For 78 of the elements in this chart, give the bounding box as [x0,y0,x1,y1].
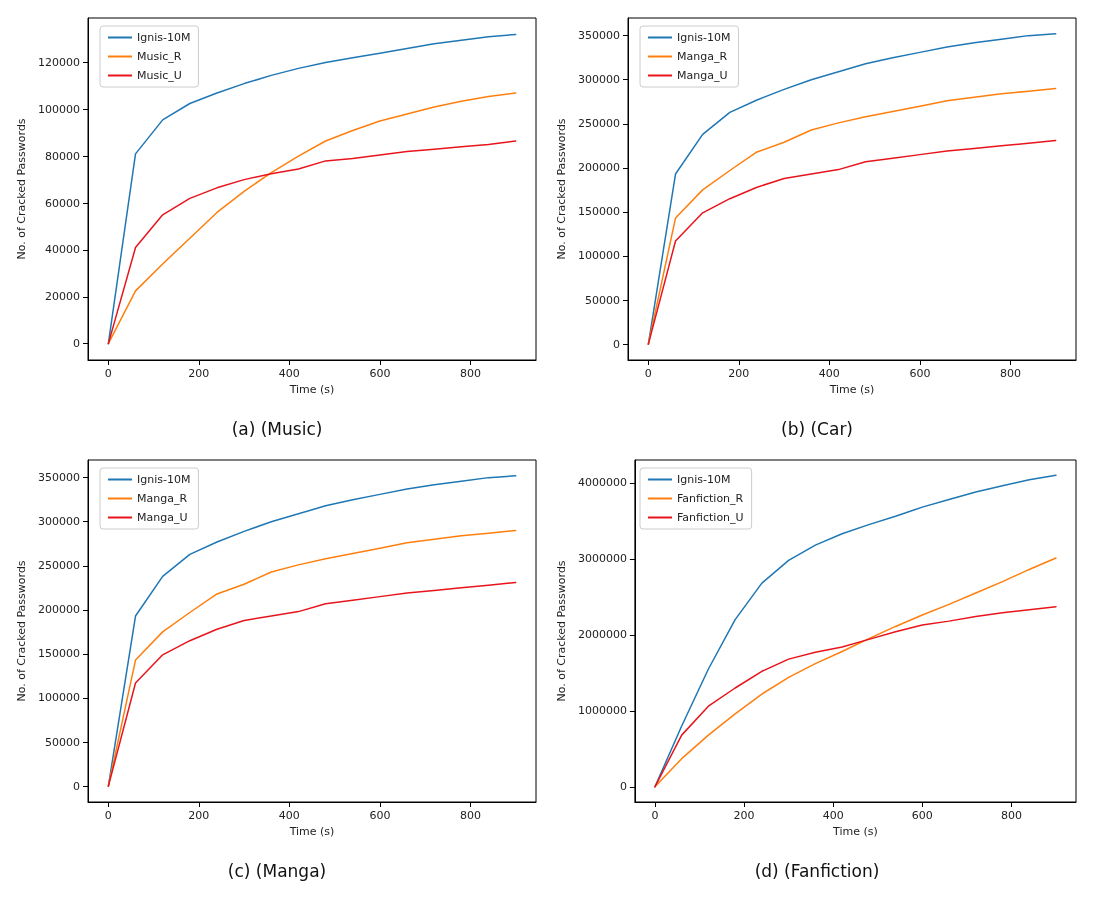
y-tick-label: 300000 [578,73,620,87]
y-tick-label: 3000000 [577,552,627,566]
legend-label: Ignis-10M [137,31,191,44]
legend-label: Manga_R [677,50,728,63]
x-axis-title: Time (s) [288,382,335,396]
x-tick-label: 400 [278,367,300,380]
line-series [107,140,517,345]
y-tick-label: 1000000 [577,704,627,718]
text: (d) (Fanfiction) [754,860,880,881]
line-series [107,92,517,345]
text: (c) (Manga) [227,860,327,881]
text: (b) (Car) [780,418,854,439]
y-axis-title: No. of Cracked Passwords [555,118,569,260]
y-tick-label: 100000 [38,691,80,705]
x-tick-label: 600 [911,809,933,822]
legend-label: Ignis-10M [677,473,731,486]
y-tick-label: 120000 [38,56,80,70]
x-tick-label: 200 [188,809,210,822]
x-tick-label: 0 [104,809,112,822]
y-tick-label: 60000 [45,196,80,210]
y-axis-title: No. of Cracked Passwords [555,560,568,702]
y-tick-label: 350000 [578,29,620,43]
legend-label: Ignis-10M [677,31,731,44]
y-axis-title: No. of Cracked Passwords [15,118,29,260]
x-tick-label: 600 [369,809,391,822]
text: (a) (Music) [231,418,323,439]
line-series [107,581,517,787]
legend-label: Music_U [137,69,182,82]
y-tick-label: 250000 [578,117,620,131]
x-tick-label: 400 [278,809,300,822]
x-tick-label: 600 [369,367,391,380]
y-tick-label: 2000000 [577,628,627,642]
y-tick-label: 150000 [578,205,620,219]
y-tick-label: 0 [613,337,620,351]
x-tick-label: 400 [818,367,840,380]
legend-label: Fanfiction_U [677,511,744,524]
legend-label: Ignis-10M [137,473,191,486]
x-tick-label: 800 [1000,809,1022,822]
line-series [654,557,1057,788]
x-axis-title: Time (s) [288,824,335,838]
y-tick-label: 50000 [45,735,80,749]
legend-label: Music_R [137,50,182,63]
x-tick-label: 0 [651,809,659,822]
y-tick-label: 200000 [38,603,80,617]
line-series [654,605,1057,788]
y-tick-label: 0 [619,780,627,794]
y-tick-label: 50000 [585,293,620,307]
y-tick-label: 250000 [38,559,80,573]
x-tick-label: 0 [644,367,652,380]
x-axis-title: Time (s) [832,824,878,838]
y-tick-label: 100000 [578,249,620,263]
x-tick-label: 200 [188,367,210,380]
x-axis-title: Time (s) [828,382,875,396]
x-tick-label: 800 [459,367,481,380]
y-tick-label: 350000 [38,471,80,485]
y-tick-label: 300000 [38,515,80,529]
y-tick-label: 0 [73,337,80,351]
y-tick-label: 150000 [38,647,80,661]
x-tick-label: 800 [999,367,1021,380]
y-tick-label: 100000 [38,102,80,116]
legend-label: Manga_U [677,69,728,82]
y-tick-label: 20000 [45,290,80,304]
x-tick-label: 400 [822,809,844,822]
x-tick-label: 200 [728,367,750,380]
legend-label: Fanfiction_R [677,492,744,505]
y-tick-label: 40000 [45,243,80,257]
legend-label: Manga_U [137,511,188,524]
x-tick-label: 800 [459,809,481,822]
x-tick-label: 0 [104,367,112,380]
y-tick-label: 4000000 [577,476,627,490]
y-tick-label: 200000 [578,161,620,175]
line-series [647,139,1057,345]
x-tick-label: 600 [909,367,931,380]
x-tick-label: 200 [733,809,755,822]
y-tick-label: 80000 [45,149,80,163]
y-tick-label: 0 [73,779,80,793]
legend-label: Manga_R [137,492,188,505]
y-axis-title: No. of Cracked Passwords [15,560,29,702]
